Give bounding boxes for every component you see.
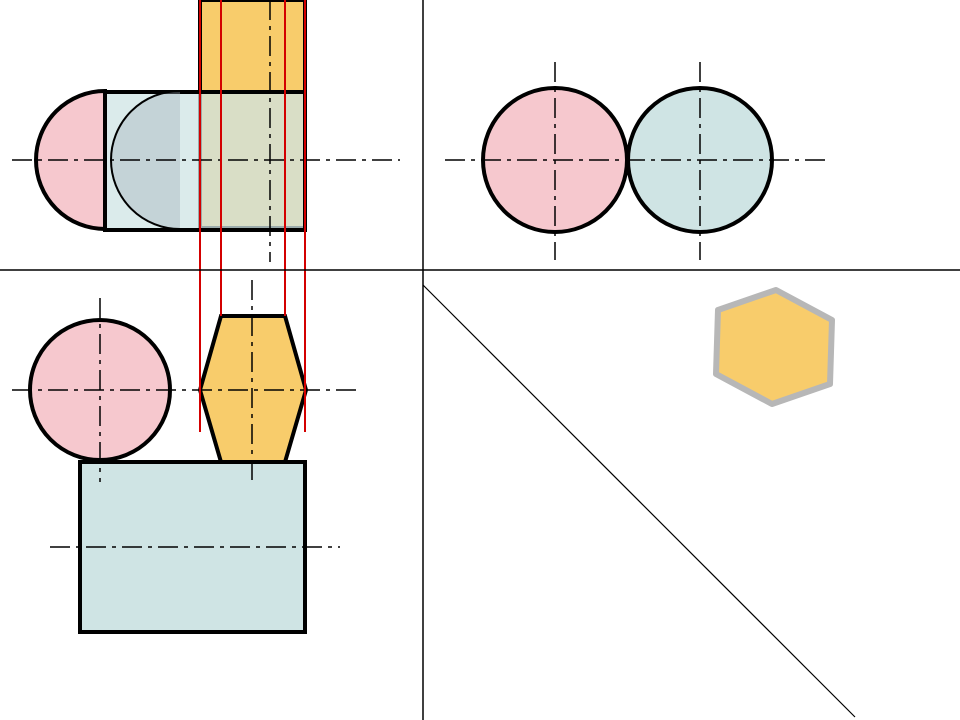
loose-hexagon [716,290,832,404]
top-prism-hexagon [200,316,306,462]
orthographic-projection-diagram [0,0,960,720]
